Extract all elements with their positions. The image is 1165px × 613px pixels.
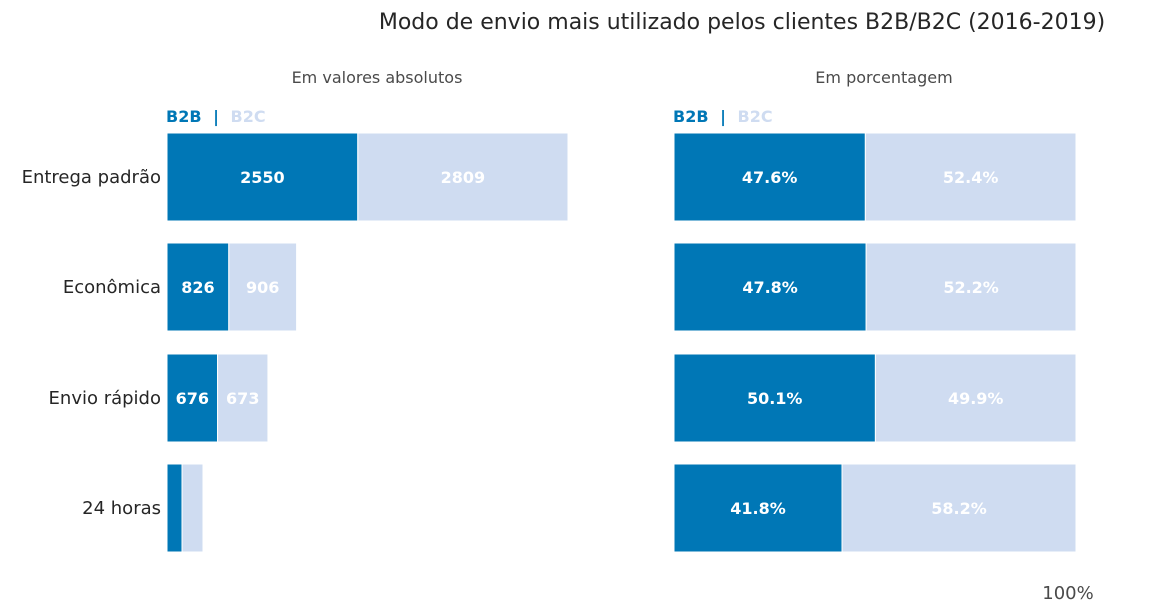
right-panel-bars: 47.6% 52.4% 47.8% 52.2% 50.1% 49.9% 41.8% 58.2%	[673, 132, 1077, 553]
bar-b2b	[673, 463, 843, 553]
bar-b2c	[217, 353, 269, 443]
bar-b2c	[181, 463, 204, 553]
data-label: 49.9%	[948, 389, 1004, 408]
legend-b2b-label: B2B	[673, 107, 709, 126]
left-legend: B2B | B2C	[166, 107, 266, 127]
category-labels: Entrega padrão Econômica Envio rápido 24 ho…	[22, 167, 161, 519]
category-label: Envio rápido	[49, 388, 161, 409]
bar-b2c	[874, 353, 1077, 443]
data-label: 52.2%	[943, 278, 999, 297]
data-label: 58.2%	[931, 499, 987, 518]
data-label: 50.1%	[747, 389, 803, 408]
right-panel-subtitle: Em porcentagem	[815, 68, 952, 87]
right-legend: B2B | B2C	[673, 107, 773, 127]
bar-b2c	[228, 242, 298, 332]
bar-b2c	[864, 132, 1077, 222]
bar-b2c	[841, 463, 1077, 553]
data-label: 47.8%	[742, 278, 798, 297]
chart-title: Modo de envio mais utilizado pelos clien…	[379, 10, 1105, 35]
data-label: 906	[246, 278, 279, 297]
legend-b2c-label: B2C	[738, 107, 773, 126]
left-panel-subtitle: Em valores absolutos	[292, 68, 463, 87]
category-label: Econômica	[63, 277, 161, 298]
bar-b2b	[166, 242, 230, 332]
bar-b2b	[166, 353, 219, 443]
legend-b2c-label: B2C	[231, 107, 266, 126]
data-label: 673	[226, 389, 259, 408]
data-label: 676	[176, 389, 209, 408]
data-label: 2809	[441, 168, 486, 187]
bar-b2c	[865, 242, 1077, 332]
bar-b2b	[673, 132, 866, 222]
legend-separator: |	[720, 107, 726, 127]
bar-b2b	[166, 132, 359, 222]
data-label: 52.4%	[943, 168, 999, 187]
bar-b2b	[673, 242, 867, 332]
category-label: 24 horas	[82, 498, 161, 519]
data-label: 2550	[240, 168, 285, 187]
data-label: 47.6%	[742, 168, 798, 187]
category-label: Entrega padrão	[22, 167, 161, 188]
bar-b2c	[357, 132, 569, 222]
bar-b2b	[166, 463, 183, 553]
footer-label: 100%	[1042, 583, 1093, 604]
data-label: 826	[181, 278, 214, 297]
data-label: 41.8%	[730, 499, 786, 518]
legend-separator: |	[213, 107, 219, 127]
legend-b2b-label: B2B	[166, 107, 202, 126]
left-panel-bars: 2550 2809 826 906 676 673	[166, 132, 569, 553]
